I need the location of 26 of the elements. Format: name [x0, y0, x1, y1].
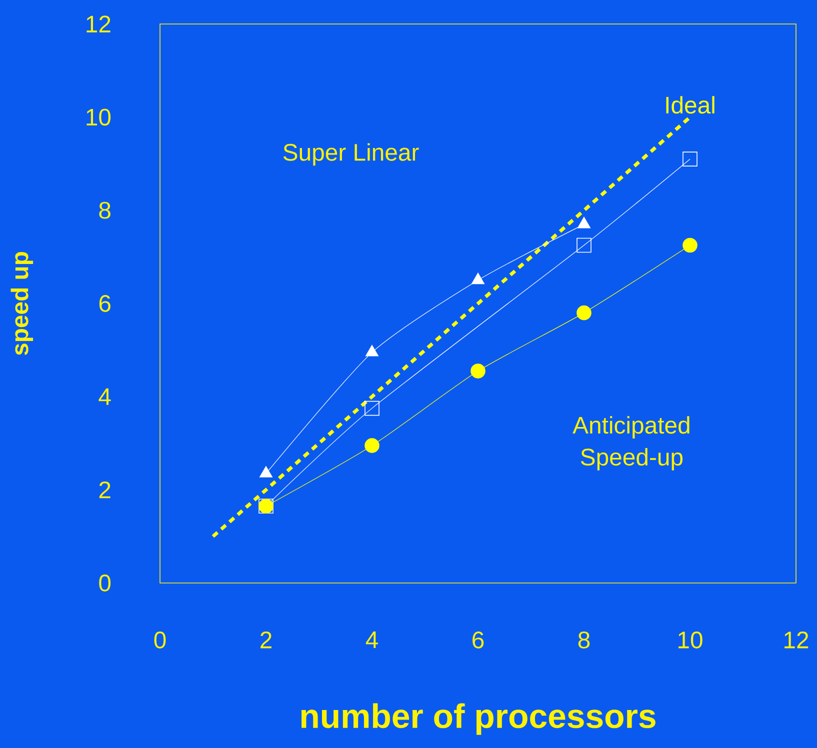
point [576, 305, 592, 320]
annotation: Super Linear [283, 143, 419, 166]
y-tick-label: 8 [99, 202, 110, 219]
y-axis-title: speed up [10, 252, 34, 356]
point [470, 364, 486, 378]
x-tick-label: 10 [678, 632, 702, 648]
x-tick-label: 12 [784, 632, 808, 648]
point [682, 238, 698, 253]
y-tick-label: 10 [86, 108, 111, 126]
point [364, 400, 380, 416]
x-tick-label: 6 [472, 632, 484, 648]
point [576, 238, 592, 253]
x-tick-label: 8 [578, 632, 590, 648]
x-axis-title: number of processors [301, 703, 656, 735]
x-tick-label: 2 [260, 632, 272, 648]
annotation: Anticipated Speed-up [572, 416, 690, 470]
y-tick-label: 2 [99, 481, 110, 498]
point [682, 152, 698, 166]
x-tick-label: 0 [154, 632, 166, 648]
series-label: Ideal [666, 96, 714, 114]
y-tick-label: 6 [99, 295, 110, 312]
y-tick-label: 0 [99, 574, 111, 592]
point [364, 438, 380, 453]
y-tick-label: 12 [86, 16, 110, 32]
x-tick-label: 4 [366, 632, 378, 648]
y-tick-label: 4 [98, 388, 111, 405]
